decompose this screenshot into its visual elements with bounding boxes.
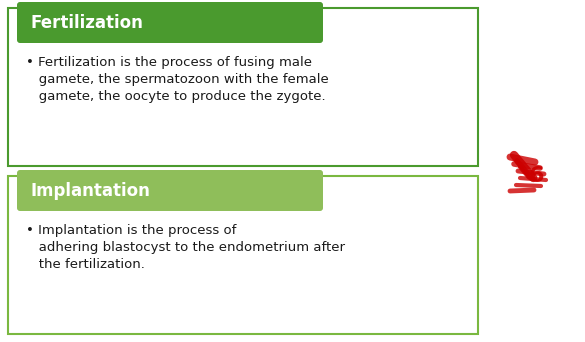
Text: Fertilization: Fertilization (30, 13, 143, 31)
Text: gamete, the spermatozoon with the female: gamete, the spermatozoon with the female (26, 73, 329, 86)
FancyBboxPatch shape (17, 2, 323, 43)
FancyBboxPatch shape (17, 170, 323, 211)
FancyBboxPatch shape (8, 8, 478, 166)
Text: • Fertilization is the process of fusing male: • Fertilization is the process of fusing… (26, 56, 312, 69)
Text: • Implantation is the process of: • Implantation is the process of (26, 224, 236, 237)
Text: Implantation: Implantation (30, 182, 150, 199)
FancyBboxPatch shape (8, 176, 478, 334)
Text: gamete, the oocyte to produce the zygote.: gamete, the oocyte to produce the zygote… (26, 90, 326, 103)
Text: the fertilization.: the fertilization. (26, 258, 145, 271)
Text: adhering blastocyst to the endometrium after: adhering blastocyst to the endometrium a… (26, 241, 345, 254)
Text: 6: 6 (528, 166, 543, 186)
